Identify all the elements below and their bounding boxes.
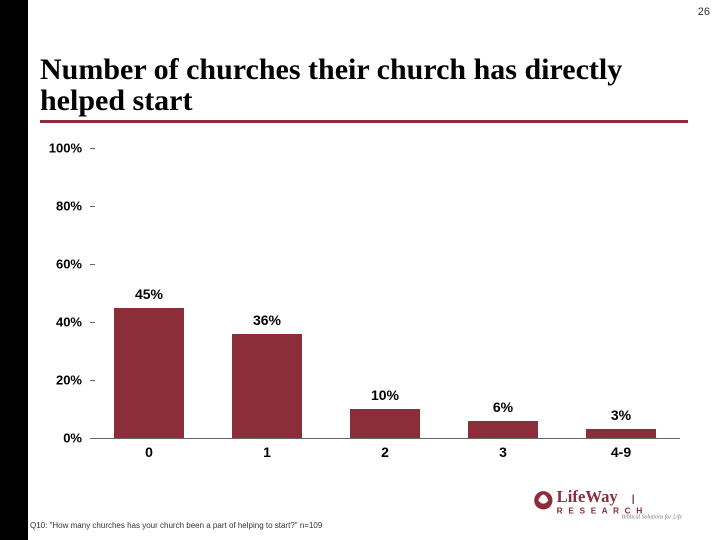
x-axis-line: [90, 438, 680, 439]
x-tick-label: 2: [355, 444, 415, 460]
bar: [232, 334, 303, 438]
y-tick-label: 20%: [40, 373, 90, 388]
footnote: Q10: "How many churches has your church …: [30, 521, 322, 530]
x-tick-label: 4-9: [591, 444, 651, 460]
y-tick-label: 80%: [40, 199, 90, 214]
x-tick-label: 1: [237, 444, 297, 460]
bar: [350, 409, 421, 438]
bar-value-label: 10%: [355, 387, 415, 403]
page-number: 26: [698, 6, 710, 18]
slide: 26 Number of churches their church has d…: [0, 0, 720, 540]
bar-value-label: 45%: [119, 286, 179, 302]
y-tick-mark: [90, 206, 95, 207]
title-text: Number of churches their church has dire…: [40, 53, 622, 117]
y-tick-mark: [90, 148, 95, 149]
svg-text:LifeWay: LifeWay: [557, 487, 619, 506]
left-accent-stripe: [0, 0, 28, 540]
svg-text:Biblical Solutions for Life: Biblical Solutions for Life: [622, 514, 683, 521]
y-tick-label: 0%: [40, 431, 90, 446]
bar-value-label: 6%: [473, 399, 533, 415]
slide-title: Number of churches their church has dire…: [40, 54, 690, 123]
x-tick-label: 0: [119, 444, 179, 460]
y-tick-mark: [90, 380, 95, 381]
bar-value-label: 36%: [237, 312, 297, 328]
x-tick-label: 3: [473, 444, 533, 460]
bar: [468, 421, 539, 438]
svg-text:|: |: [632, 494, 635, 505]
bar-chart: 0%20%40%60%80%100%45%036%110%26%33%4-9: [40, 148, 680, 468]
y-tick-label: 40%: [40, 315, 90, 330]
y-tick-mark: [90, 438, 95, 439]
y-tick-label: 60%: [40, 257, 90, 272]
bar: [114, 308, 185, 439]
y-tick-label: 100%: [40, 141, 90, 156]
bar-value-label: 3%: [591, 407, 651, 423]
title-underline: [40, 120, 688, 123]
y-tick-mark: [90, 322, 95, 323]
lifeway-logo: LifeWay | R E S E A R C H Biblical Solut…: [530, 482, 700, 522]
logo-svg: LifeWay | R E S E A R C H Biblical Solut…: [530, 482, 700, 522]
bar: [586, 429, 657, 438]
y-tick-mark: [90, 264, 95, 265]
